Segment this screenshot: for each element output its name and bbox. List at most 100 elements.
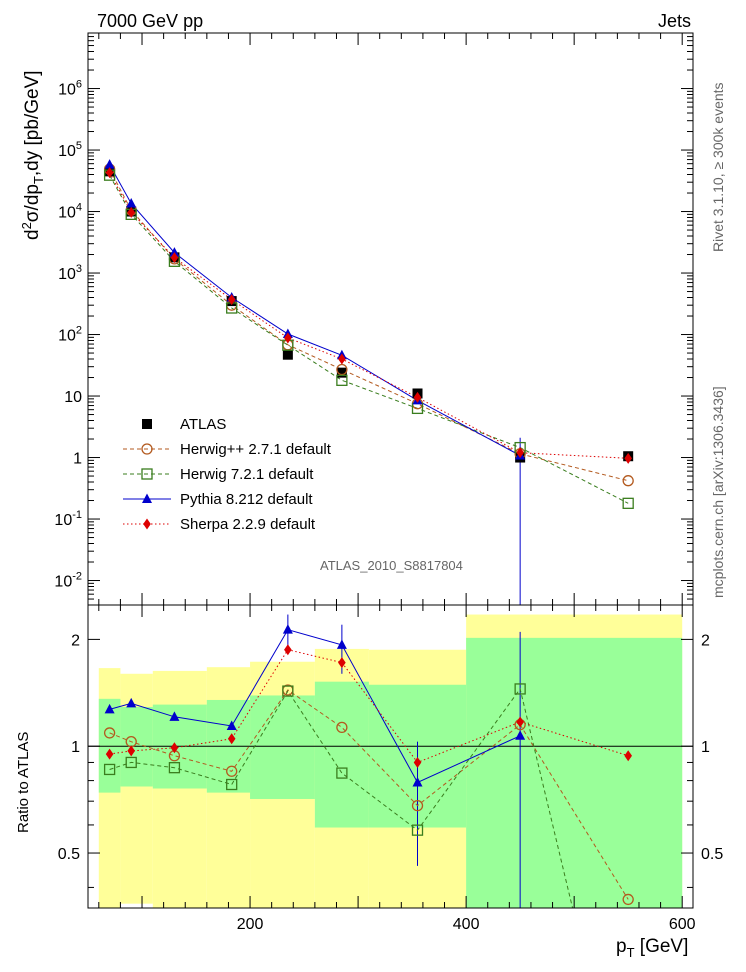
inner-band-7	[466, 637, 683, 908]
ratio-point-2-6	[412, 777, 423, 787]
legend-marker-4	[143, 518, 151, 530]
ratio-point-3-4	[284, 644, 292, 656]
x-axis-label: pT [GeV]	[616, 936, 688, 960]
legend-label-0: ATLAS	[180, 416, 226, 433]
ratio-series-line-0	[109, 689, 629, 900]
ratio-y-tick-label-right-1: 1	[701, 739, 710, 756]
inner-band-1	[120, 706, 153, 787]
inner-band-4	[250, 695, 315, 799]
legend-label-1: Herwig++ 2.7.1 default	[180, 441, 332, 458]
main-point-4-1	[127, 206, 136, 218]
legend: ATLAS Herwig++ 2.7.1 default Herwig 7.2.1 …	[123, 416, 332, 533]
ratio-point-2-0	[104, 703, 115, 714]
main-point-2-5	[336, 374, 348, 386]
axes: 10-2 10-1 1 10 102 103 104 105 106 0.5 0.5 1 1 2 2 200 4…	[54, 32, 723, 933]
ratio-point-2-3	[226, 720, 237, 731]
ratio-point-2-5	[336, 639, 347, 649]
main-point-4-0	[105, 167, 114, 179]
ratio-point-1-0	[103, 763, 116, 776]
main-point-4-6	[413, 391, 422, 403]
ratio-point-3-5	[338, 657, 346, 669]
main-point-3-2	[169, 247, 180, 257]
ratio-point-0-6	[411, 799, 424, 812]
x-tick-label-1: 400	[453, 916, 480, 933]
main-y-tick-label-0: 10-2	[54, 571, 82, 591]
main-point-4-8	[624, 452, 632, 464]
analysis-label: ATLAS_2010_S8817804	[320, 558, 463, 573]
ratio-y-tick-label-1: 1	[71, 739, 80, 756]
legend-marker-1	[141, 443, 153, 455]
ratio-point-2-2	[169, 711, 180, 721]
ratio-y-tick-label-right-2: 2	[701, 632, 710, 649]
main-point-3-1	[126, 198, 137, 208]
main-point-2-8	[622, 497, 634, 509]
ratio-series-group	[103, 614, 634, 908]
main-series-line-2	[109, 174, 629, 504]
legend-marker-0	[142, 419, 152, 429]
ratio-point-1-5	[336, 767, 348, 779]
main-y-tick-label-2: 1	[73, 451, 82, 468]
ratio-point-1-7	[514, 683, 526, 695]
ratio-point-3-8	[624, 750, 632, 762]
inner-band-5	[314, 681, 369, 828]
ratio-point-1-6	[411, 824, 424, 836]
legend-marker-2	[141, 468, 153, 480]
mcplots-label: mcplots.cern.ch [arXiv:1306.3436]	[710, 386, 726, 598]
main-y-tick-label-3: 10	[64, 389, 82, 406]
main-y-tick-label-7: 105	[58, 140, 82, 160]
header-right: Jets	[658, 11, 691, 31]
main-y-tick-label-5: 103	[58, 263, 82, 283]
main-point-4-5	[338, 353, 346, 365]
main-y-tick-label-1: 10-1	[54, 509, 82, 529]
main-y-tick-label-4: 102	[58, 325, 82, 345]
ratio-panel-frame	[87, 604, 694, 909]
ratio-point-2-4	[282, 624, 293, 634]
ratio-point-3-2	[170, 742, 179, 754]
ratio-point-1-2	[168, 762, 181, 774]
rivet-label: Rivet 3.1.10, ≥ 300k events	[710, 82, 726, 252]
ratio-panel-content	[88, 614, 693, 908]
main-panel-content	[103, 159, 634, 605]
main-point-4-4	[284, 332, 292, 344]
ratio-point-1-1	[125, 756, 137, 769]
ratio-point-0-8	[622, 893, 634, 906]
main-point-4-2	[170, 252, 179, 264]
ratio-point-3-0	[105, 748, 114, 760]
ratio-y-axis-label: Ratio to ATLAS	[15, 732, 32, 833]
ratio-y-tick-label-2: 2	[71, 632, 80, 649]
main-point-4-3	[227, 294, 236, 306]
ratio-point-3-3	[227, 733, 236, 745]
ratio-point-3-7	[516, 716, 524, 728]
ratio-series-line-1	[109, 687, 574, 908]
header-left: 7000 GeV pp	[97, 11, 203, 31]
legend-label-3: Pythia 8.212 default	[180, 491, 313, 508]
ratio-point-2-7	[515, 730, 526, 740]
ratio-point-1-4	[282, 685, 294, 697]
ratio-point-3-1	[127, 745, 136, 757]
main-y-tick-label-8: 106	[58, 79, 82, 99]
ratio-series-line-2	[109, 629, 521, 784]
ratio-y-tick-label-right-0: 0.5	[701, 846, 723, 863]
main-point-4-7	[516, 447, 524, 459]
legend-label-2: Herwig 7.2.1 default	[180, 466, 314, 483]
main-point-1-8	[622, 475, 634, 487]
main-point-3-0	[104, 159, 115, 169]
main-y-tick-label-6: 104	[58, 202, 82, 222]
ratio-point-0-5	[336, 721, 348, 734]
ratio-point-1-3	[226, 778, 238, 791]
x-tick-label-0: 200	[237, 916, 264, 933]
main-point-0-4	[282, 349, 293, 360]
ratio-y-tick-label-0: 0.5	[58, 846, 80, 863]
ratio-point-0-3	[226, 765, 238, 777]
legend-label-4: Sherpa 2.2.9 default	[180, 516, 316, 533]
main-point-0-5	[336, 367, 347, 378]
main-series-line-1	[109, 168, 629, 482]
legend-marker-3	[142, 493, 152, 503]
main-panel-frame	[87, 32, 694, 606]
x-tick-label-2: 600	[669, 916, 696, 933]
ratio-point-2-1	[126, 697, 137, 708]
main-series-line-3	[109, 164, 521, 456]
main-y-axis-label: d2σ/dpT,dy [pb/GeV]	[19, 70, 46, 240]
ratio-point-3-6	[413, 756, 422, 768]
